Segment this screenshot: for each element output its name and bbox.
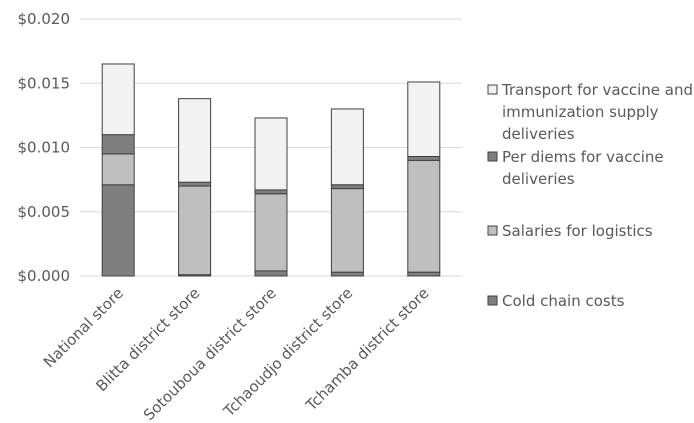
y-tick-label: $0.015 <box>18 74 71 92</box>
y-tick-label: $0.020 <box>18 10 71 28</box>
legend-label: deliveries <box>502 170 575 188</box>
legend-label: Salaries for logistics <box>502 222 653 240</box>
bar-segment <box>254 189 288 195</box>
bar-segment <box>101 134 135 155</box>
bar-segment <box>254 193 288 272</box>
legend-label: Transport for vaccine and <box>501 81 693 99</box>
legend-swatch <box>487 225 498 236</box>
legend-swatch <box>487 84 498 95</box>
bar-stacks <box>101 63 441 277</box>
legend-label: Cold chain costs <box>502 292 625 310</box>
y-tick-label: $0.005 <box>18 203 71 221</box>
legend: Transport for vaccine and immunization su… <box>487 81 693 310</box>
bar-segment <box>407 159 441 273</box>
bar-segment <box>330 184 364 190</box>
bar-segment <box>254 117 288 191</box>
legend-label: deliveries <box>502 125 575 143</box>
y-tick-label: $0.010 <box>18 139 71 157</box>
bar-segment <box>101 184 135 277</box>
bar-segment <box>178 185 212 276</box>
bar-segment <box>330 188 364 273</box>
bar-segment <box>101 63 135 136</box>
y-tick-label: $0.000 <box>18 267 71 285</box>
x-category-label: Tchamba district store <box>302 284 433 415</box>
bar-segment <box>407 81 441 157</box>
legend-label: immunization supply <box>502 103 659 121</box>
bar-segment <box>101 153 135 186</box>
x-category-label: Tchaoudjo district store <box>219 284 356 421</box>
bar-segment <box>330 271 364 277</box>
x-category-label: Sotouboua district store <box>140 284 280 423</box>
y-axis: $0.000 $0.005 $0.010 $0.015 $0.020 <box>18 10 71 285</box>
bar-segment <box>407 271 441 277</box>
bar-segment <box>178 98 212 183</box>
legend-swatch <box>487 151 498 162</box>
bar-segment <box>330 108 364 186</box>
bar-segment <box>254 270 288 277</box>
bar-segment <box>178 181 212 187</box>
bar-segment <box>407 155 441 161</box>
legend-swatch <box>487 295 498 306</box>
legend-label: Per diems for vaccine <box>502 148 664 166</box>
x-category-label: National store <box>40 284 127 371</box>
